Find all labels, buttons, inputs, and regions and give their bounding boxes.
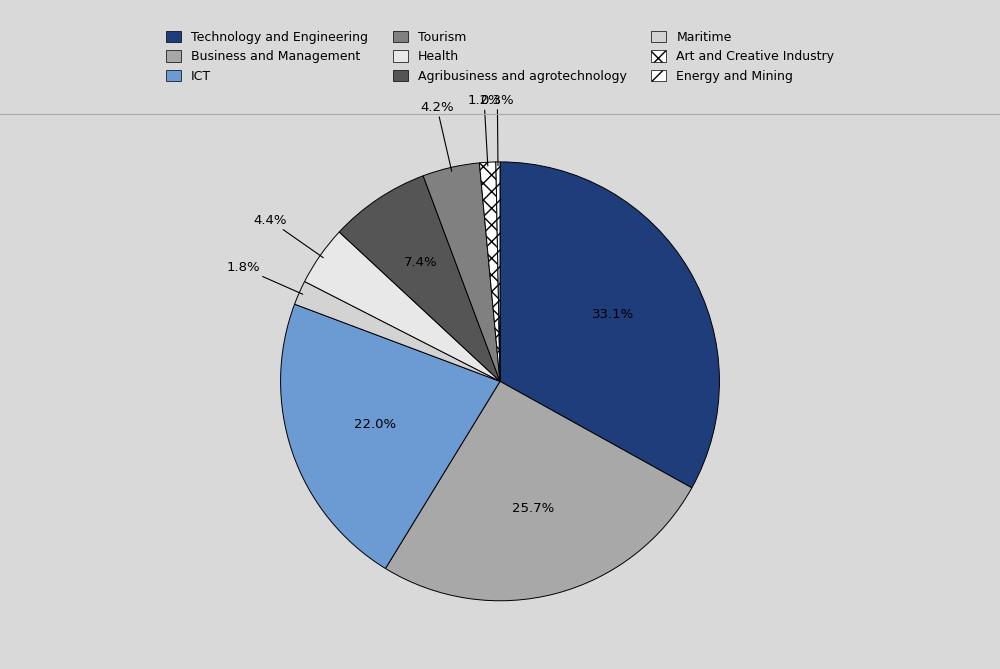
Wedge shape: [479, 162, 500, 381]
Text: 33.1%: 33.1%: [592, 308, 635, 321]
Wedge shape: [423, 163, 500, 381]
Wedge shape: [281, 304, 500, 569]
Text: 1.8%: 1.8%: [226, 262, 303, 294]
Wedge shape: [500, 162, 719, 488]
Wedge shape: [496, 162, 500, 381]
Text: 0.3%: 0.3%: [481, 94, 514, 166]
Wedge shape: [339, 176, 500, 381]
Wedge shape: [295, 282, 500, 381]
Wedge shape: [385, 381, 692, 601]
Text: 22.0%: 22.0%: [354, 417, 397, 431]
Text: 4.2%: 4.2%: [420, 101, 454, 171]
Text: 25.7%: 25.7%: [512, 502, 555, 515]
Text: 4.4%: 4.4%: [253, 214, 323, 258]
Text: 1.2%: 1.2%: [467, 94, 501, 166]
Legend: Technology and Engineering, Business and Management, ICT, Tourism, Health, Agrib: Technology and Engineering, Business and…: [159, 25, 841, 89]
Wedge shape: [305, 232, 500, 381]
Text: 7.4%: 7.4%: [404, 256, 437, 270]
